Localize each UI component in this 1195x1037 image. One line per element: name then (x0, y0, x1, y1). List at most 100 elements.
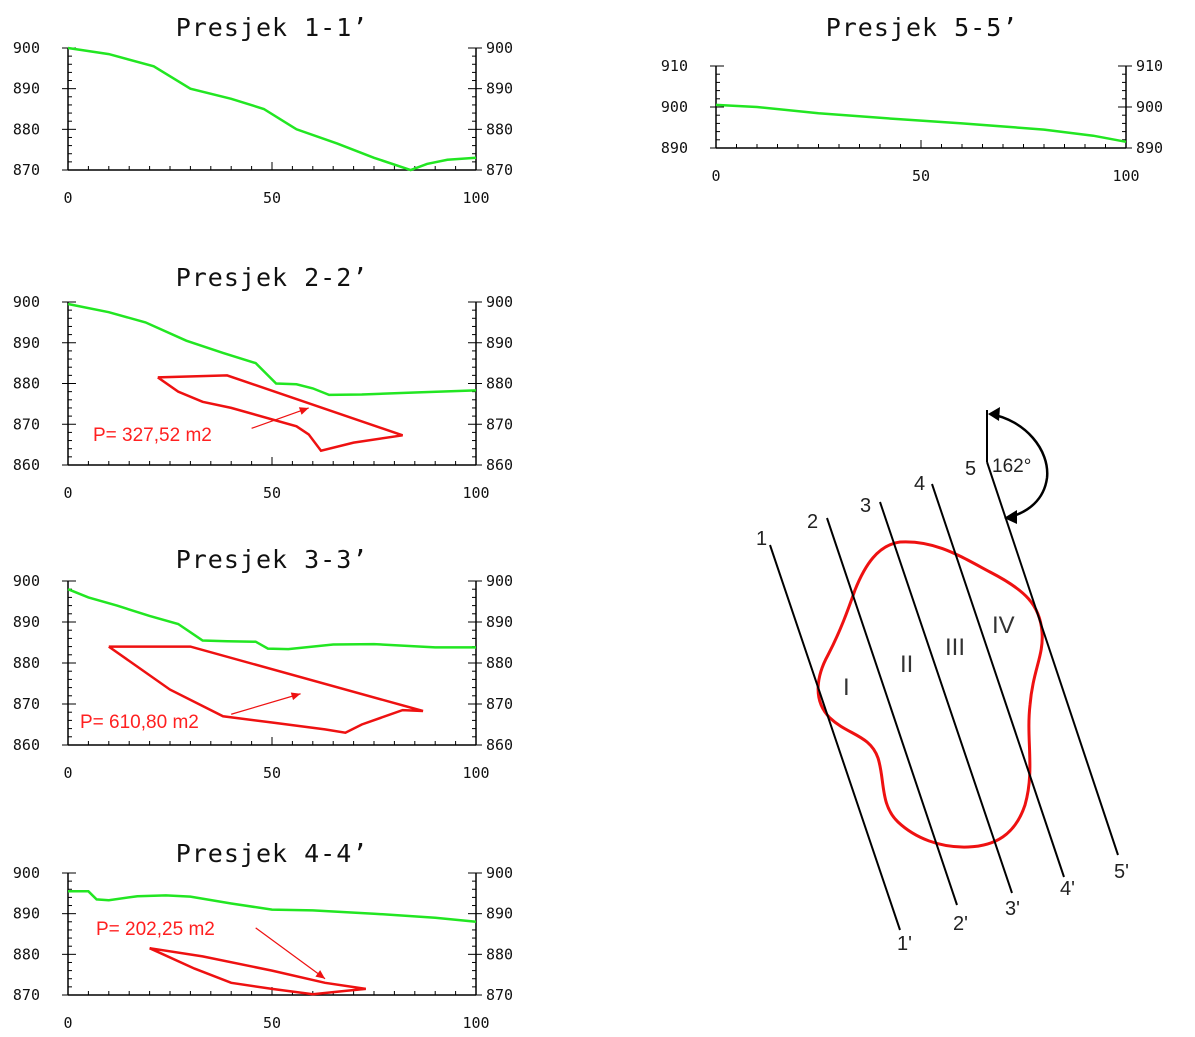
angle-arc (989, 412, 1049, 519)
section-line-5 (986, 461, 1119, 856)
terrain-line (67, 302, 477, 397)
area-leader-line (231, 693, 301, 715)
profile-title: Presjek 4-4’ (176, 839, 369, 868)
y-tick-label-right: 890 (486, 80, 513, 98)
section-label-5: 5 (965, 458, 976, 480)
section-line-4 (931, 483, 1065, 878)
y-tick-label-right: 870 (486, 986, 513, 1004)
profile-panel-5: Presjek 5-5’ 910 910 900 900 890 890 0 50 100 (661, 13, 1163, 185)
section-end-label-1: 1' (897, 933, 912, 955)
y-tick-label-left: 880 (13, 945, 40, 963)
plan-view: 1 2 3 4 5 1' 2' 3' 4' 5' I II III IV 162… (756, 407, 1129, 955)
profile-panel-3: Presjek 3-3’ 900 900 890 890 880 880 870 870 860 8… (13, 545, 513, 782)
y-tick-label-right: 870 (486, 161, 513, 179)
profile-title: Presjek 2-2’ (176, 263, 369, 292)
y-tick-label-left: 900 (661, 98, 688, 116)
area-label: P= 327,52 m2 (93, 425, 212, 446)
x-tick-label: 0 (63, 764, 72, 782)
y-tick-label-left: 870 (13, 415, 40, 433)
zone-label-i: I (843, 674, 850, 701)
profile-title: Presjek 3-3’ (176, 545, 369, 574)
area-leader-line (255, 927, 326, 980)
angle-arrowhead-top-icon (988, 407, 1000, 421)
landslide-outline (816, 540, 1044, 849)
y-tick-label-left: 900 (13, 39, 40, 57)
x-tick-label: 50 (263, 484, 281, 502)
y-tick-label-right: 900 (486, 39, 513, 57)
terrain-line (715, 103, 1127, 144)
x-tick-label: 50 (263, 1014, 281, 1032)
profile-panel-2: Presjek 2-2’ 900 900 890 890 880 880 870 870 860 8… (13, 263, 513, 502)
angle-arrowhead-bottom-icon (1004, 510, 1017, 524)
x-tick-label: 0 (63, 484, 72, 502)
y-tick-label-left: 890 (13, 80, 40, 98)
section-end-label-2: 2' (953, 913, 968, 935)
y-tick-label-right: 870 (486, 695, 513, 713)
terrain-line (68, 890, 477, 924)
x-tick-label: 100 (462, 189, 489, 207)
y-tick-label-right: 880 (486, 654, 513, 672)
section-label-3: 3 (860, 495, 871, 517)
y-tick-label-right: 900 (486, 572, 513, 590)
section-end-label-3: 3' (1005, 898, 1020, 920)
terrain-line (67, 46, 477, 172)
y-tick-label-left: 880 (13, 120, 40, 138)
y-tick-label-left: 880 (13, 375, 40, 393)
x-tick-label: 0 (711, 167, 720, 185)
y-tick-label-right: 880 (486, 120, 513, 138)
y-tick-label-right: 900 (1136, 98, 1163, 116)
profile-panel-4: Presjek 4-4’ 900 900 890 890 880 880 870 870 0 50 1… (13, 839, 513, 1032)
y-tick-label-right: 870 (486, 415, 513, 433)
y-tick-label-right: 860 (486, 736, 513, 754)
y-tick-label-left: 870 (13, 161, 40, 179)
y-tick-label-right: 890 (486, 334, 513, 352)
section-line-1 (769, 544, 901, 931)
section-label-2: 2 (807, 511, 818, 533)
zone-label-iv: IV (992, 612, 1015, 639)
area-leader-line (251, 407, 309, 429)
y-tick-label-left: 900 (13, 293, 40, 311)
area-label: P= 202,25 m2 (96, 919, 215, 940)
section-line-2 (826, 517, 958, 906)
zone-label-ii: II (900, 651, 913, 678)
area-arrowhead-icon (290, 692, 301, 701)
x-tick-label: 100 (462, 764, 489, 782)
section-label-1: 1 (756, 528, 767, 550)
y-tick-label-right: 880 (486, 375, 513, 393)
y-tick-label-left: 890 (661, 139, 688, 157)
x-tick-label: 50 (263, 189, 281, 207)
y-tick-label-left: 880 (13, 654, 40, 672)
slide-body-outline (108, 645, 424, 734)
x-tick-label: 0 (63, 189, 72, 207)
y-tick-label-left: 900 (13, 864, 40, 882)
x-tick-label: 50 (912, 167, 930, 185)
y-tick-label-left: 870 (13, 695, 40, 713)
area-label: P= 610,80 m2 (80, 712, 199, 733)
y-tick-label-left: 890 (13, 905, 40, 923)
y-tick-label-left: 860 (13, 456, 40, 474)
area-arrowhead-icon (315, 970, 326, 979)
y-tick-label-right: 900 (486, 864, 513, 882)
x-tick-label: 100 (462, 484, 489, 502)
x-tick-label: 100 (1112, 167, 1139, 185)
section-line-3 (879, 501, 1013, 894)
profile-title: Presjek 1-1’ (176, 13, 369, 42)
zone-label-iii: III (945, 634, 965, 661)
section-label-4: 4 (914, 473, 925, 495)
y-tick-label-left: 890 (13, 334, 40, 352)
y-tick-label-right: 890 (486, 905, 513, 923)
profile-title: Presjek 5-5’ (826, 13, 1019, 42)
y-tick-label-right: 900 (486, 293, 513, 311)
profile-panel-1: Presjek 1-1’ 900 900 890 890 880 880 870 870 0 50 1… (13, 13, 513, 207)
x-tick-label: 0 (63, 1014, 72, 1032)
terrain-line (67, 588, 476, 651)
section-end-label-5: 5' (1114, 861, 1129, 883)
section-end-label-4: 4' (1060, 878, 1075, 900)
area-arrowhead-icon (298, 407, 309, 415)
y-tick-label-right: 890 (1136, 139, 1163, 157)
x-tick-label: 50 (263, 764, 281, 782)
y-tick-label-left: 910 (661, 57, 688, 75)
y-tick-label-right: 860 (486, 456, 513, 474)
y-tick-label-left: 860 (13, 736, 40, 754)
